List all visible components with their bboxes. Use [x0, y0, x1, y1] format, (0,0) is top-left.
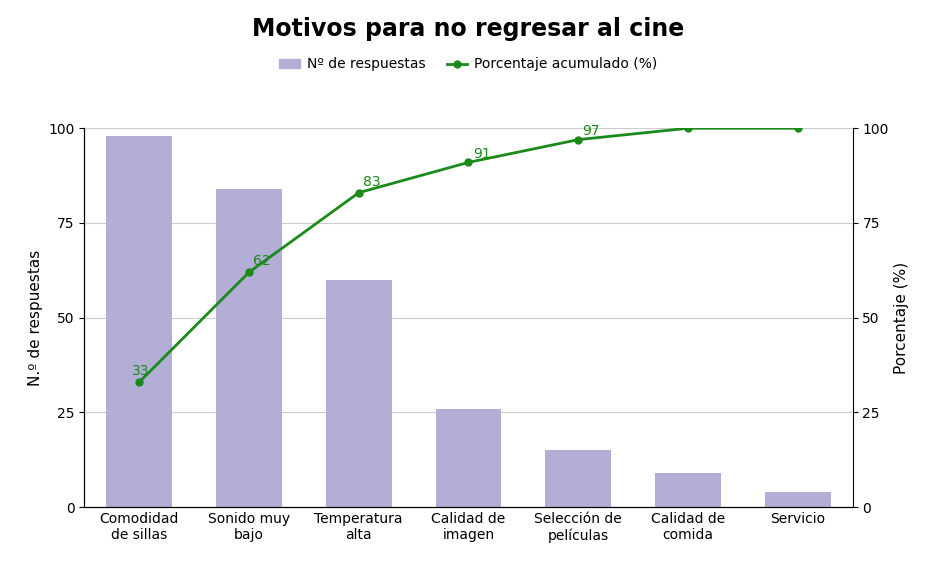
- Bar: [545, 450, 610, 507]
- Text: 62: 62: [253, 254, 271, 268]
- Bar: [216, 189, 282, 507]
- Text: Motivos para no regresar al cine: Motivos para no regresar al cine: [252, 17, 684, 41]
- Text: 97: 97: [582, 124, 599, 138]
- Y-axis label: Porcentaje (%): Porcentaje (%): [893, 262, 908, 374]
- Text: 83: 83: [362, 175, 380, 189]
- Bar: [654, 473, 720, 507]
- Text: 91: 91: [472, 147, 490, 161]
- Y-axis label: N.º de respuestas: N.º de respuestas: [28, 250, 43, 386]
- Bar: [106, 136, 172, 507]
- Bar: [326, 280, 391, 507]
- Text: 33: 33: [132, 364, 150, 378]
- Bar: [435, 409, 501, 507]
- Bar: [764, 492, 830, 507]
- Legend: Nº de respuestas, Porcentaje acumulado (%): Nº de respuestas, Porcentaje acumulado (…: [273, 52, 663, 77]
